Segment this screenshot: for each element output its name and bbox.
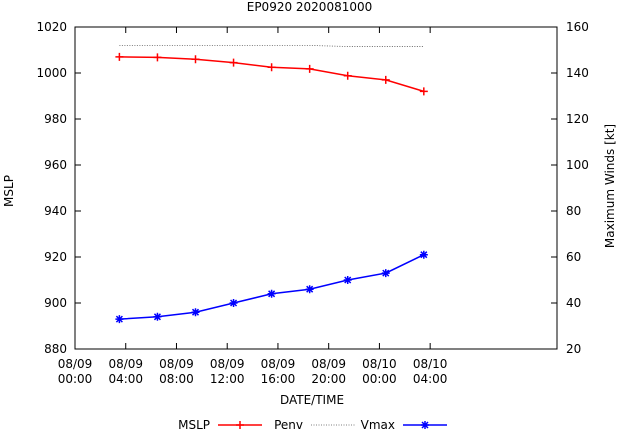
series-vmax-point xyxy=(343,276,352,284)
series-red-point xyxy=(381,75,390,84)
left-tick-label: 940 xyxy=(44,204,67,218)
chart-title: EP0920 2020081000 xyxy=(247,0,373,14)
legend-marker-red xyxy=(236,421,244,429)
left-tick-label: 900 xyxy=(44,296,67,310)
left-tick-label: 1000 xyxy=(36,66,67,80)
right-tick-label: 60 xyxy=(566,250,581,264)
left-tick-label: 1020 xyxy=(36,20,67,34)
series-vmax xyxy=(115,250,428,324)
series-red-point xyxy=(191,55,200,64)
x-tick-label-date: 08/09 xyxy=(261,357,296,371)
left-tick-label: 960 xyxy=(44,158,67,172)
x-tick-label-time: 20:00 xyxy=(311,372,346,386)
right-tick-label: 20 xyxy=(566,342,581,356)
series-vmax-point xyxy=(305,285,314,294)
x-tick-label-time: 12:00 xyxy=(210,372,245,386)
plot-frame-group xyxy=(74,26,558,350)
x-tick-label-time: 08:00 xyxy=(159,372,194,386)
series-red-point xyxy=(343,71,352,80)
x-axis-ticks: 08/0900:0008/0904:0008/0908:0008/0912:00… xyxy=(58,27,448,386)
left-axis-ticks: 880 900 920 940 960 980 1000 1020 xyxy=(36,20,81,356)
series-vmax-point xyxy=(381,269,390,278)
right-tick-label: 100 xyxy=(566,158,589,172)
x-tick-label-date: 08/09 xyxy=(108,357,143,371)
plot-frame xyxy=(74,26,558,350)
legend: MSLP Penv Vmax xyxy=(178,418,447,432)
series-red-point xyxy=(229,58,238,67)
y-axis-label-left: MSLP xyxy=(2,175,16,207)
x-tick-label-date: 08/09 xyxy=(58,357,93,371)
x-axis-label: DATE/TIME xyxy=(280,393,344,407)
right-tick-label: 120 xyxy=(566,112,589,126)
legend-label-mslp: MSLP xyxy=(178,418,210,432)
right-tick-label: 160 xyxy=(566,20,589,34)
right-tick-label: 80 xyxy=(566,204,581,218)
series-layer xyxy=(115,45,428,324)
x-tick-label-date: 08/09 xyxy=(311,357,346,371)
x-tick-label-date: 08/09 xyxy=(159,357,194,371)
y-axis-label-right: Maximum Winds [kt] xyxy=(603,124,617,248)
series-vmax-point xyxy=(115,315,124,324)
x-tick-label-time: 16:00 xyxy=(261,372,296,386)
x-tick-label-time: 04:00 xyxy=(413,372,448,386)
right-tick-label: 140 xyxy=(566,66,589,80)
x-tick-label-date: 08/10 xyxy=(413,357,448,371)
series-red-point xyxy=(115,52,124,61)
left-tick-label: 980 xyxy=(44,112,67,126)
series-red-point xyxy=(153,53,162,62)
x-tick-label-time: 04:00 xyxy=(108,372,143,386)
series-penv-line xyxy=(119,45,424,47)
series-red-point xyxy=(267,63,276,72)
right-tick-label: 40 xyxy=(566,296,581,310)
series-vmax-point xyxy=(191,308,200,317)
series-penv xyxy=(119,45,424,47)
series-vmax-point xyxy=(229,299,238,307)
series-vmax-line xyxy=(119,254,425,320)
x-tick-label-date: 08/10 xyxy=(362,357,397,371)
series-red xyxy=(115,52,428,96)
series-red-point xyxy=(305,64,314,73)
x-tick-label-date: 08/09 xyxy=(210,357,245,371)
legend-label-vmax: Vmax xyxy=(361,418,395,432)
series-vmax-point xyxy=(419,250,428,259)
x-tick-label-time: 00:00 xyxy=(58,372,93,386)
series-red-line xyxy=(119,56,425,93)
series-vmax-point xyxy=(267,289,276,298)
series-vmax-point xyxy=(153,312,162,321)
left-tick-label: 880 xyxy=(44,342,67,356)
right-axis-ticks: 20 40 60 80 100 120 140 160 xyxy=(551,20,589,356)
legend-label-penv: Penv xyxy=(274,418,303,432)
x-tick-label-time: 00:00 xyxy=(362,372,397,386)
series-red-point xyxy=(419,87,428,96)
left-tick-label: 920 xyxy=(44,250,67,264)
legend-marker-vmax xyxy=(421,421,429,429)
